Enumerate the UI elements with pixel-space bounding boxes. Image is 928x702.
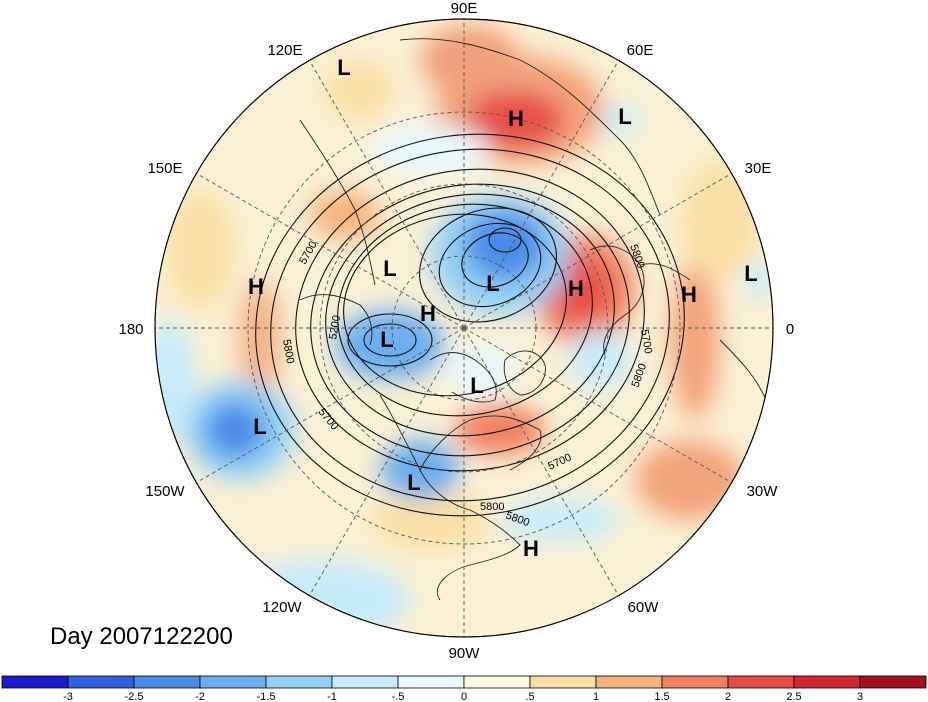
colorbar-swatch [1, 675, 69, 689]
colorbar-tick-label: -.5 [392, 691, 405, 702]
pressure-system-high: H [508, 106, 524, 131]
meridian-line [463, 60, 619, 329]
colorbar-swatch [265, 675, 333, 689]
colorbar-tick-label: 0 [461, 691, 467, 702]
lon-label-30w: 30W [747, 483, 779, 500]
colorbar-tick-label: -1.5 [257, 691, 276, 702]
colorbar-tick-label: .5 [525, 691, 534, 702]
meridian-line [196, 173, 465, 329]
pressure-system-low: L [470, 373, 483, 398]
pressure-system-low: L [744, 261, 757, 286]
colorbar-tick-label: 2.5 [786, 691, 801, 702]
colorbar-swatch [661, 675, 729, 689]
pressure-system-low: L [486, 271, 499, 296]
pressure-system-low: L [380, 327, 393, 352]
colorbar-swatch [463, 675, 531, 689]
colorbar-tick-label: -3 [63, 691, 73, 702]
coast-asia-north [399, 38, 661, 216]
pressure-system-high: H [248, 274, 264, 299]
pressure-system-low: L [407, 470, 420, 495]
lon-label-180: 180 [118, 321, 143, 338]
lon-label-90e: 90E [451, 0, 478, 17]
lon-label-120e: 120E [267, 42, 302, 59]
meridian-line [463, 327, 619, 596]
height-contours [255, 133, 685, 517]
meridian-line [463, 327, 732, 483]
coast-asia-east [299, 119, 376, 286]
pressure-system-low: L [618, 104, 631, 129]
meridian-line [309, 60, 465, 329]
pressure-system-high: H [681, 282, 697, 307]
meridian-line [463, 173, 732, 329]
meridian-line [309, 327, 465, 596]
coast-north-america [379, 394, 542, 601]
lon-label-120w: 120W [262, 599, 302, 616]
colorbar-tick-label: -2 [195, 691, 205, 702]
colorbar-swatch [595, 675, 663, 689]
latitude-circle [247, 111, 681, 545]
map-boundary [154, 18, 774, 638]
colorbar-tick-label: 1.5 [654, 691, 669, 702]
colorbar-swatch [133, 675, 201, 689]
lon-label-90w: 90W [449, 645, 481, 662]
colorbar-tick-label: 1 [593, 691, 599, 702]
colorbar-swatch [331, 675, 399, 689]
lon-label-30e: 30E [745, 160, 772, 177]
lon-label-150w: 150W [145, 483, 185, 500]
colorbar-swatch [397, 675, 465, 689]
pressure-system-low: L [337, 55, 350, 80]
colorbar-tick-label: -2.5 [125, 691, 144, 702]
lon-label-150e: 150E [147, 160, 182, 177]
colorbar-tick-label: 2 [725, 691, 731, 702]
colorbar: -3 -2.5 -2 -1.5 -1 -.5 0 .5 1 1.5 2 2.5 3 [1, 675, 927, 702]
lon-label-60w: 60W [628, 599, 660, 616]
latitude-circle [319, 183, 609, 473]
pressure-system-low: L [383, 256, 396, 281]
pressure-system-high: H [420, 301, 436, 326]
colorbar-swatch [199, 675, 267, 689]
lon-label-60e: 60E [627, 42, 654, 59]
colorbar-swatch [727, 675, 795, 689]
lon-label-0: 0 [786, 321, 794, 338]
colorbar-tick-label: -1 [327, 691, 337, 702]
colorbar-swatch [529, 675, 597, 689]
pressure-system-low: L [253, 414, 266, 439]
colorbar-tick-label: 3 [857, 691, 863, 702]
contour-label: 5800 [480, 501, 504, 513]
pressure-system-high: H [523, 536, 539, 561]
date-label: Day 2007122200 [50, 623, 233, 650]
coast-greenland [503, 350, 546, 396]
graticule [155, 19, 773, 637]
latitude-circle [391, 255, 537, 401]
contour-label: 5200 [327, 314, 343, 340]
anomaly-field [155, 19, 773, 637]
pressure-system-high: H [568, 276, 584, 301]
coast-alaska [299, 294, 373, 346]
meridian-line [196, 327, 465, 483]
pressure-systems: L H L L L H H L H L H L H L L [248, 55, 758, 561]
longitude-labels: 90E 60E 30E 0 30W 60W 90W 120W 150W 180 … [118, 0, 794, 662]
contour-label: 5700 [638, 328, 654, 354]
coast-europe [589, 245, 691, 356]
contour-label: 5800 [280, 338, 296, 364]
colorbar-swatch [67, 675, 135, 689]
colorbar-swatch [859, 675, 927, 689]
colorbar-swatch [793, 675, 861, 689]
